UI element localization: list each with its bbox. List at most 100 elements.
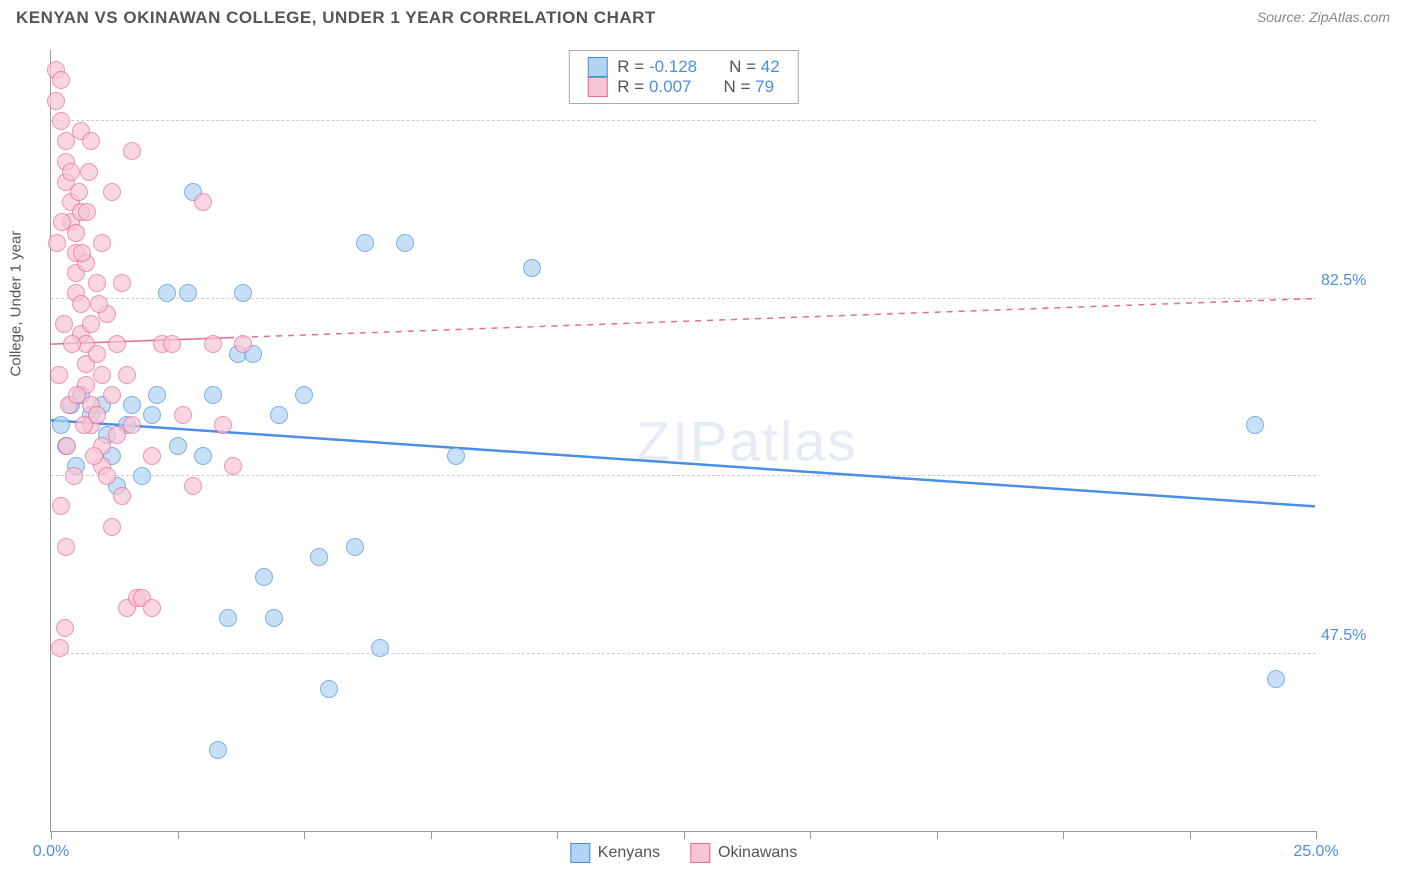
source-attribution: Source: ZipAtlas.com [1257,9,1390,27]
scatter-point [53,213,71,231]
scatter-point [47,92,65,110]
legend-label: Kenyans [598,844,660,862]
r-stat: R = 0.007 [617,77,691,97]
scatter-point [270,406,288,424]
scatter-point [103,386,121,404]
scatter-chart: College, Under 1 year ZIPatlas 47.5%82.5… [50,50,1316,832]
scatter-point [98,467,116,485]
scatter-point [447,447,465,465]
scatter-point [56,619,74,637]
scatter-point [113,487,131,505]
n-stat: N = 42 [729,57,780,77]
n-stat: N = 79 [723,77,774,97]
scatter-point [163,335,181,353]
x-tick [684,831,685,839]
x-tick [1190,831,1191,839]
scatter-point [72,295,90,313]
scatter-point [52,497,70,515]
gridline [51,653,1316,654]
legend-item: Kenyans [570,843,660,863]
scatter-point [234,284,252,302]
scatter-point [209,741,227,759]
scatter-point [103,518,121,536]
x-tick [51,831,52,839]
x-tick-label: 0.0% [33,843,69,861]
gridline [51,475,1316,476]
scatter-point [295,386,313,404]
scatter-point [265,609,283,627]
scatter-point [179,284,197,302]
scatter-point [118,366,136,384]
x-tick [431,831,432,839]
scatter-point [48,234,66,252]
scatter-point [255,568,273,586]
scatter-point [214,416,232,434]
stats-row: R = 0.007 N = 79 [587,77,779,97]
scatter-point [310,548,328,566]
scatter-point [133,467,151,485]
scatter-point [88,274,106,292]
scatter-point [143,599,161,617]
scatter-point [55,315,73,333]
scatter-point [148,386,166,404]
scatter-point [123,142,141,160]
scatter-point [93,234,111,252]
scatter-point [93,366,111,384]
scatter-point [63,335,81,353]
scatter-point [158,284,176,302]
chart-title: KENYAN VS OKINAWAN COLLEGE, UNDER 1 YEAR… [16,8,656,28]
scatter-point [52,112,70,130]
x-tick-label: 25.0% [1293,843,1338,861]
x-tick [178,831,179,839]
scatter-point [73,244,91,262]
scatter-point [346,538,364,556]
scatter-point [1246,416,1264,434]
scatter-point [58,437,76,455]
scatter-point [80,163,98,181]
correlation-stats-box: R = -0.128 N = 42 R = 0.007 N = 79 [568,50,798,104]
scatter-point [51,639,69,657]
scatter-point [523,259,541,277]
legend-swatch [587,57,607,77]
scatter-point [82,132,100,150]
scatter-point [224,457,242,475]
source-label: Source: [1257,9,1309,25]
scatter-point [320,680,338,698]
gridline [51,120,1316,121]
watermark-text: ZIPatlas [636,408,857,473]
scatter-point [103,183,121,201]
scatter-point [204,335,222,353]
stats-row: R = -0.128 N = 42 [587,57,779,77]
legend-item: Okinawans [690,843,797,863]
y-axis-label: College, Under 1 year [8,230,25,376]
x-tick [1316,831,1317,839]
scatter-point [194,193,212,211]
x-tick [557,831,558,839]
scatter-point [143,447,161,465]
legend-swatch [690,843,710,863]
scatter-point [123,416,141,434]
legend-swatch [587,77,607,97]
x-tick [1063,831,1064,839]
legend-swatch [570,843,590,863]
scatter-point [184,477,202,495]
scatter-point [123,396,141,414]
scatter-point [204,386,222,404]
y-tick-label: 82.5% [1321,272,1401,290]
x-tick [304,831,305,839]
scatter-point [356,234,374,252]
scatter-point [88,345,106,363]
scatter-point [169,437,187,455]
scatter-point [57,538,75,556]
scatter-point [52,71,70,89]
bottom-legend: Kenyans Okinawans [570,843,797,863]
x-tick [937,831,938,839]
scatter-point [194,447,212,465]
scatter-point [108,335,126,353]
scatter-point [70,183,88,201]
scatter-point [68,386,86,404]
scatter-point [143,406,161,424]
scatter-point [396,234,414,252]
scatter-point [1267,670,1285,688]
r-stat: R = -0.128 [617,57,697,77]
